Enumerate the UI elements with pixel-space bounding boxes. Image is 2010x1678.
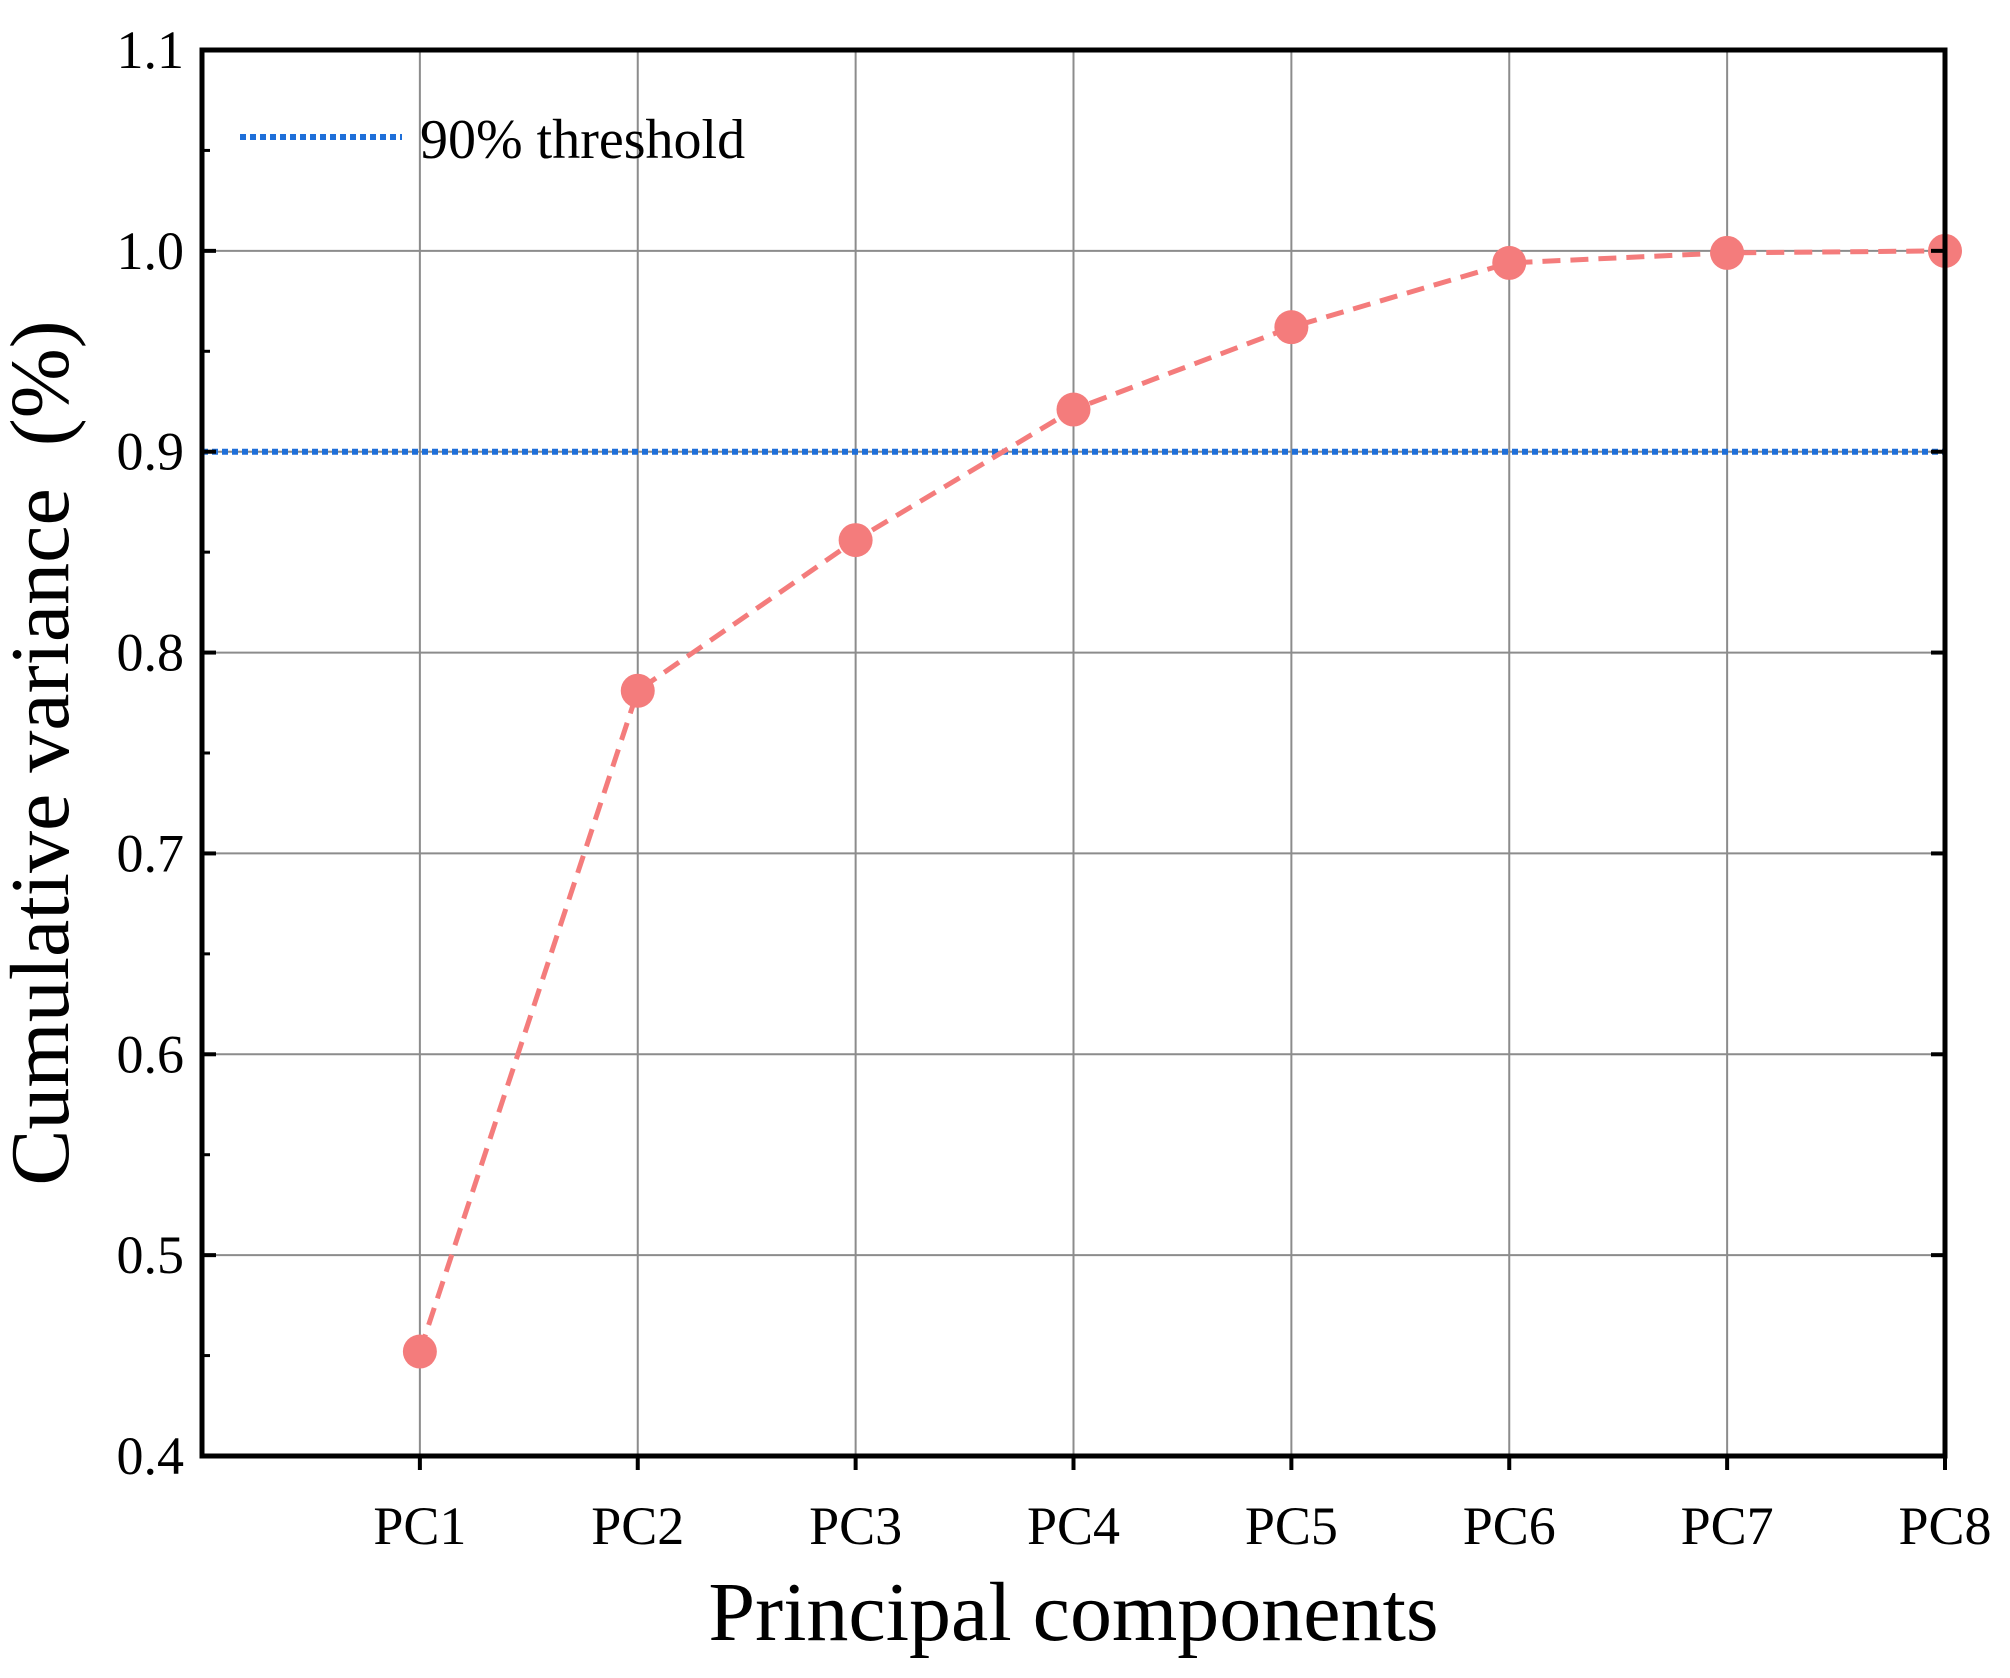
x-tick-label: PC1: [373, 1496, 466, 1556]
x-tick-label: PC6: [1463, 1496, 1556, 1556]
series-group: [402, 233, 1962, 1369]
data-point-pc7: [1710, 235, 1745, 270]
y-tick-label: 0.9: [117, 422, 185, 482]
data-point-pc4: [1056, 392, 1091, 427]
x-tick-label: PC3: [809, 1496, 902, 1556]
x-tick-label: PC5: [1245, 1496, 1338, 1556]
data-point-pc5: [1274, 310, 1309, 345]
x-tick-labels: PC1 PC2 PC3 PC4 PC5 PC6 PC7 PC8: [373, 1496, 1991, 1556]
y-tick-label: 1.0: [117, 221, 185, 281]
y-tick-label: 0.5: [117, 1225, 185, 1285]
x-tick-label: PC4: [1027, 1496, 1120, 1556]
data-point-pc6: [1492, 245, 1527, 280]
data-point-pc1: [402, 1334, 437, 1369]
x-axis-title: Principal components: [708, 1566, 1438, 1659]
y-axis-title: Cumulative variance (%): [0, 320, 87, 1185]
grid-lines: [202, 50, 1945, 1456]
y-tick-label: 0.6: [117, 1024, 185, 1084]
series-line: [417, 248, 1946, 1353]
y-tick-label: 0.7: [117, 823, 185, 883]
y-tick-label: 0.4: [117, 1426, 185, 1486]
y-tick-label: 0.8: [117, 623, 185, 683]
y-tick-label: 1.1: [117, 20, 185, 80]
plot-frame-group: [199, 47, 1948, 1470]
legend-threshold-label: 90% threshold: [420, 109, 745, 171]
x-tick-label: PC7: [1681, 1496, 1774, 1556]
data-point-pc2: [620, 673, 655, 708]
x-tick-label: PC2: [591, 1496, 684, 1556]
legend: 90% threshold: [240, 109, 745, 171]
y-tick-labels: 0.4 0.5 0.6 0.7 0.8 0.9 1.0 1.1: [117, 20, 185, 1486]
plot-border: [199, 47, 1948, 1459]
x-tick-label: PC8: [1898, 1496, 1991, 1556]
data-point-pc3: [838, 523, 873, 558]
